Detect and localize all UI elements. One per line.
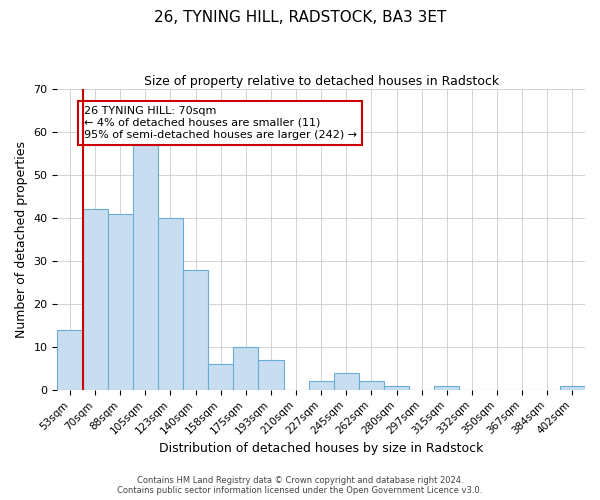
Bar [158,218,183,390]
Bar [208,364,233,390]
Bar [107,214,133,390]
Bar [334,372,359,390]
Bar [58,330,83,390]
Bar [259,360,284,390]
Bar [434,386,460,390]
Y-axis label: Number of detached properties: Number of detached properties [15,141,28,338]
Bar [133,145,158,390]
Text: 26, TYNING HILL, RADSTOCK, BA3 3ET: 26, TYNING HILL, RADSTOCK, BA3 3ET [154,10,446,25]
Text: Contains HM Land Registry data © Crown copyright and database right 2024.
Contai: Contains HM Land Registry data © Crown c… [118,476,482,495]
Bar [308,382,334,390]
Bar [233,347,259,390]
Bar [359,382,384,390]
Title: Size of property relative to detached houses in Radstock: Size of property relative to detached ho… [143,75,499,88]
Bar [384,386,409,390]
Bar [183,270,208,390]
X-axis label: Distribution of detached houses by size in Radstock: Distribution of detached houses by size … [159,442,484,455]
Bar [83,210,107,390]
Text: 26 TYNING HILL: 70sqm
← 4% of detached houses are smaller (11)
95% of semi-detac: 26 TYNING HILL: 70sqm ← 4% of detached h… [84,106,357,140]
Bar [560,386,585,390]
